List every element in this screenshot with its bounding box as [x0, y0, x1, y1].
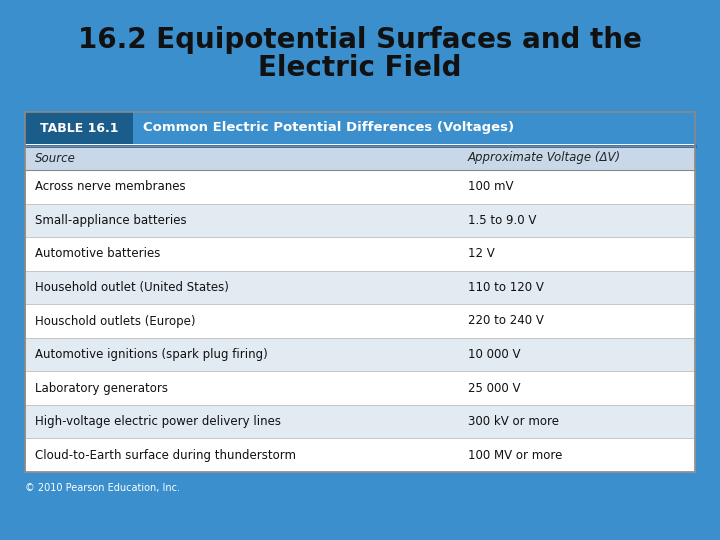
Text: Small-appliance batteries: Small-appliance batteries: [35, 214, 186, 227]
FancyBboxPatch shape: [25, 146, 695, 170]
FancyBboxPatch shape: [25, 170, 695, 204]
FancyBboxPatch shape: [25, 271, 695, 304]
Text: TABLE 16.1: TABLE 16.1: [40, 122, 118, 134]
Text: 300 kV or more: 300 kV or more: [468, 415, 559, 428]
Text: Source: Source: [35, 152, 76, 165]
Text: High-voltage electric power delivery lines: High-voltage electric power delivery lin…: [35, 415, 281, 428]
Text: 220 to 240 V: 220 to 240 V: [468, 314, 544, 327]
Text: © 2010 Pearson Education, Inc.: © 2010 Pearson Education, Inc.: [25, 483, 180, 493]
FancyBboxPatch shape: [25, 372, 695, 405]
Text: Household outlet (United States): Household outlet (United States): [35, 281, 229, 294]
FancyBboxPatch shape: [25, 237, 695, 271]
FancyBboxPatch shape: [25, 112, 133, 144]
FancyBboxPatch shape: [25, 112, 695, 472]
Text: Automotive batteries: Automotive batteries: [35, 247, 161, 260]
Text: 110 to 120 V: 110 to 120 V: [468, 281, 544, 294]
Text: 16.2 Equipotential Surfaces and the: 16.2 Equipotential Surfaces and the: [78, 26, 642, 54]
Text: Across nerve membranes: Across nerve membranes: [35, 180, 186, 193]
Text: 1.5 to 9.0 V: 1.5 to 9.0 V: [468, 214, 536, 227]
FancyBboxPatch shape: [25, 438, 695, 472]
Text: Automotive ignitions (spark plug firing): Automotive ignitions (spark plug firing): [35, 348, 268, 361]
FancyBboxPatch shape: [25, 338, 695, 372]
Text: 100 MV or more: 100 MV or more: [468, 449, 562, 462]
Text: 12 V: 12 V: [468, 247, 495, 260]
Text: Electric Field: Electric Field: [258, 54, 462, 82]
Text: 10 000 V: 10 000 V: [468, 348, 521, 361]
Text: Laboratory generators: Laboratory generators: [35, 382, 168, 395]
Text: 25 000 V: 25 000 V: [468, 382, 521, 395]
FancyBboxPatch shape: [25, 112, 695, 144]
Text: Houschold outlets (Europe): Houschold outlets (Europe): [35, 314, 196, 327]
FancyBboxPatch shape: [25, 304, 695, 338]
Text: 100 mV: 100 mV: [468, 180, 513, 193]
FancyBboxPatch shape: [25, 204, 695, 237]
Text: Common Electric Potential Differences (Voltages): Common Electric Potential Differences (V…: [143, 122, 514, 134]
Text: Cloud-to-Earth surface during thunderstorm: Cloud-to-Earth surface during thundersto…: [35, 449, 296, 462]
Text: Approximate Voltage (ΔV): Approximate Voltage (ΔV): [468, 152, 621, 165]
FancyBboxPatch shape: [25, 405, 695, 438]
